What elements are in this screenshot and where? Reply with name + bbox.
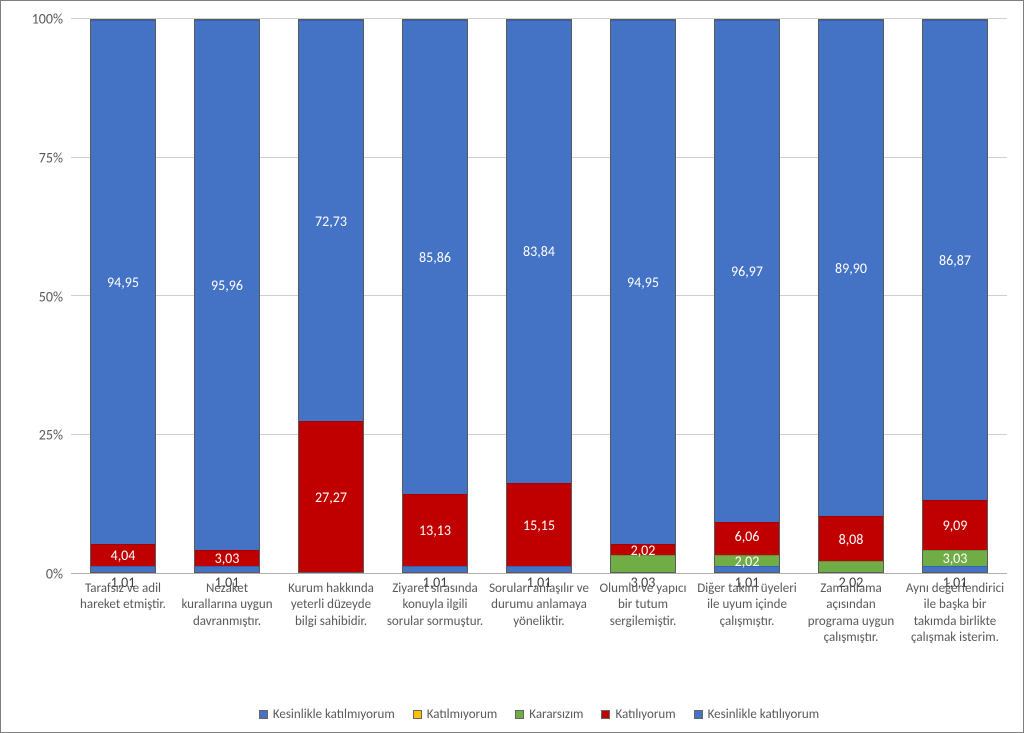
bar-segment: 83,84 [507, 20, 572, 483]
legend-swatch [515, 710, 524, 719]
bar-segment: 2,02 [611, 544, 676, 555]
plot-area: 1,014,0494,951,013,0395,9627,2772,731,01… [71, 19, 1007, 574]
bar: 1,01 4,04 94,95 [90, 19, 157, 573]
x-axis-label: Kurum hakkında yeterli düzeyde bilgi sah… [279, 577, 383, 685]
bar: 1,01 15,15 83,84 [506, 19, 573, 573]
bar-segment: 3,03 [195, 550, 260, 567]
bar-segment: 1,01 [507, 566, 572, 572]
bar: 1,012,026,0696,97 [714, 19, 781, 573]
bar-segment: 2,02 [715, 555, 780, 566]
bar-segment-label: 8,08 [839, 531, 864, 548]
x-axis-label: Diğer takım üyeleri ile uyum içinde çalı… [695, 577, 799, 685]
bar-segment: 15,15 [507, 483, 572, 567]
bar-segment: 1,01 [195, 566, 260, 572]
bar-segment: 85,86 [403, 20, 468, 494]
bar-segment-label: 2,02 [631, 542, 656, 559]
bar-segment-label: 89,90 [835, 260, 867, 277]
legend-label: Kesinlikle katılıyorum [708, 707, 820, 722]
bar-segment: 8,08 [819, 516, 884, 561]
y-tick-100: 100% [13, 11, 63, 28]
legend-item: Kararsızım [515, 707, 583, 722]
legend-label: Kararsızım [529, 707, 583, 722]
y-tick-25: 25% [13, 427, 63, 444]
bar-segment-label: 94,95 [107, 274, 139, 291]
bar: 2,02 8,08 89,90 [818, 19, 885, 573]
legend: Kesinlikle katılmıyorum Katılmıyorum Karar… [71, 707, 1007, 722]
bar-segment-label: 83,84 [523, 243, 555, 260]
bar-segment: 96,97 [715, 20, 780, 522]
x-axis-labels: Tarafsız ve adil hareket etmiştir.Nezake… [71, 577, 1007, 685]
bar-segment-label: 94,95 [627, 274, 659, 291]
bar-segment: 95,96 [195, 20, 260, 550]
bar-segment-label: 15,15 [523, 517, 555, 534]
legend-swatch [259, 710, 268, 719]
bars-row: 1,014,0494,951,013,0395,9627,2772,731,01… [71, 19, 1007, 573]
legend-swatch [413, 710, 422, 719]
bar-slot: 1,012,026,0696,97 [695, 19, 799, 573]
bar-slot: 27,27 72,73 [279, 19, 383, 573]
bar-segment-label: 72,73 [315, 213, 347, 230]
bar-segment: 86,87 [923, 20, 988, 500]
legend-item: Katılmıyorum [413, 707, 498, 722]
legend-label: Katılıyorum [615, 707, 675, 722]
bar-segment: 1,01 [403, 566, 468, 572]
legend-item: Katılıyorum [601, 707, 675, 722]
bar-segment: 13,13 [403, 494, 468, 566]
bar-segment: 9,09 [923, 500, 988, 550]
bar-segment: 6,06 [715, 522, 780, 555]
bar-segment: 89,90 [819, 20, 884, 516]
bar-slot: 1,013,03 95,96 [175, 19, 279, 573]
legend-label: Katılmıyorum [427, 707, 498, 722]
bar-slot: 1,01 13,13 85,86 [383, 19, 487, 573]
bar-segment: 3,03 [923, 550, 988, 567]
x-axis-label: Olumlu ve yapıcı bir tutum sergilemiştir… [591, 577, 695, 685]
y-tick-50: 50% [13, 288, 63, 305]
bar: 1,01 13,13 85,86 [402, 19, 469, 573]
bar-segment: 72,73 [299, 20, 364, 421]
bar-slot: 3,032,0294,95 [591, 19, 695, 573]
bar-segment: 1,01 [91, 566, 156, 572]
bar-slot: 1,01 4,04 94,95 [71, 19, 175, 573]
bar-segment: 27,27 [299, 421, 364, 572]
bar-segment-label: 4,04 [111, 547, 136, 564]
bar-slot: 1,013,03 9,09 86,87 [903, 19, 1007, 573]
legend-item: Kesinlikle katılıyorum [694, 707, 820, 722]
legend-label: Kesinlikle katılmıyorum [273, 707, 395, 722]
bar-segment-label: 3,03 [943, 550, 968, 567]
bar: 1,013,03 9,09 86,87 [922, 19, 989, 573]
bar-segment-label: 2,02 [735, 553, 760, 570]
bar-segment-label: 96,97 [731, 263, 763, 280]
x-axis-label: Zamanlama açısından programa uygun çalış… [799, 577, 903, 685]
bar-segment-label: 95,96 [211, 277, 243, 294]
bar-segment-label: 13,13 [419, 522, 451, 539]
x-axis-label: Soruları anlaşılır ve durumu anlamaya yö… [487, 577, 591, 685]
bar-segment-label: 9,09 [943, 517, 968, 534]
y-tick-75: 75% [13, 149, 63, 166]
legend-swatch [601, 710, 610, 719]
bar-segment-label: 86,87 [939, 252, 971, 269]
legend-item: Kesinlikle katılmıyorum [259, 707, 395, 722]
bar-segment-label: 85,86 [419, 249, 451, 266]
y-tick-0: 0% [13, 566, 63, 583]
chart-container: 0% 25% 50% 75% 100% 1,014,0494,951,013,0… [0, 0, 1024, 733]
bar-slot: 1,01 15,15 83,84 [487, 19, 591, 573]
bar-segment: 2,02 [819, 561, 884, 572]
bar: 1,013,03 95,96 [194, 19, 261, 573]
bar-segment-label: 27,27 [315, 489, 347, 506]
bar: 27,27 72,73 [298, 19, 365, 573]
x-axis-label: Tarafsız ve adil hareket etmiştir. [71, 577, 175, 685]
bar-segment: 4,04 [91, 544, 156, 566]
bar-segment-label: 3,03 [215, 550, 240, 567]
x-axis-label: Ziyaret sırasında konuyla ilgili sorular… [383, 577, 487, 685]
bar-slot: 2,02 8,08 89,90 [799, 19, 903, 573]
legend-swatch [694, 710, 703, 719]
bar-segment-label: 6,06 [735, 528, 760, 545]
bar-segment: 94,95 [611, 20, 676, 544]
bar: 3,032,0294,95 [610, 19, 677, 573]
x-axis-label: Aynı değerlendirici ile başka bir takımd… [903, 577, 1007, 685]
bar-segment: 94,95 [91, 20, 156, 544]
bar-segment: 1,01 [923, 566, 988, 572]
x-axis-label: Nezaket kurallarına uygun davranmıştır. [175, 577, 279, 685]
